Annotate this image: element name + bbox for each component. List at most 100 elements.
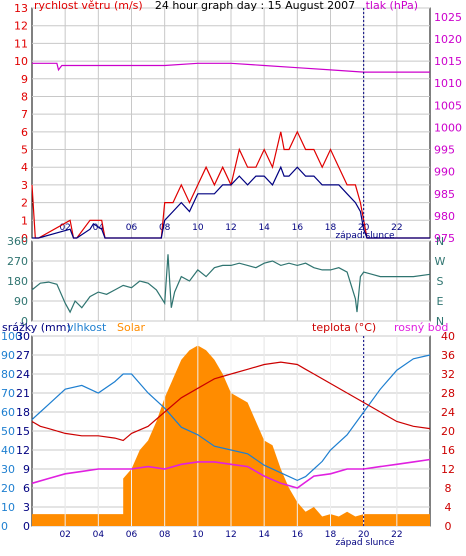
- temperature-tick: 24: [441, 406, 455, 419]
- compass-tick: N: [436, 235, 444, 248]
- pressure-tick: 1025: [434, 11, 462, 24]
- wind-time-tick: 04: [93, 223, 105, 233]
- solar-label: Solar: [117, 321, 146, 334]
- wind-time-tick: 02: [59, 223, 70, 233]
- rain-tick: 6: [23, 482, 30, 495]
- temperature-label: teplota (°C): [312, 321, 376, 334]
- wind-speed-tick: 9: [21, 73, 28, 86]
- pressure-label: tlak (hPa): [366, 0, 418, 12]
- humidity-tick: 60: [1, 406, 15, 419]
- temperature-tick: 4: [445, 501, 452, 514]
- wind-series: [31, 8, 430, 239]
- compass-tick: N: [436, 315, 444, 328]
- dew-point-label: rosný bod: [394, 321, 448, 334]
- wind-speed-tick: 11: [14, 37, 28, 50]
- temperature-tick: 40: [441, 330, 455, 343]
- temperature-tick: 20: [441, 425, 455, 438]
- wind-direction-line: [31, 254, 431, 314]
- temperature-tick: 0: [445, 520, 452, 533]
- wind-gust-line: [31, 130, 430, 239]
- wind-speed-tick: 12: [14, 20, 28, 33]
- chart-title: 24 hour graph day : 15 August 2007: [155, 0, 355, 12]
- temp-time-tick: 22: [391, 530, 402, 540]
- temperature-axis: 0 4 8 12 16 20 24 28 32 36 40: [441, 330, 455, 533]
- wind-speed-tick: 5: [21, 144, 28, 157]
- direction-degree-axis: 0 90 180 270 360: [7, 235, 28, 328]
- direction-degree-tick: 360: [7, 235, 28, 248]
- rain-tick: 0: [23, 520, 30, 533]
- temp-time-tick: 12: [225, 530, 236, 540]
- wind-speed-tick: 7: [21, 108, 28, 121]
- rain-tick: 24: [16, 368, 30, 381]
- pressure-tick: 975: [434, 232, 455, 245]
- humidity-tick: 70: [1, 387, 15, 400]
- wind-speed-tick: 6: [21, 126, 28, 139]
- wind-speed-tick: 0: [21, 232, 28, 245]
- temperature-tick: 28: [441, 387, 455, 400]
- wind-time-axis: 02 04 06 08 10 12 14 16 18 20 22: [59, 223, 402, 233]
- temp-time-tick: 16: [292, 530, 304, 540]
- direction-panel-grid: [32, 240, 430, 322]
- temp-time-axis: 02 04 06 08 10 12 14 16 18 20 22: [59, 530, 402, 540]
- sunset-label: západ slunce: [335, 231, 395, 241]
- dew_point-line: [31, 458, 431, 489]
- wind-speed-tick: 1: [21, 214, 28, 227]
- wind-speed-tick: 3: [21, 179, 28, 192]
- wind-speed-tick: 13: [14, 2, 28, 15]
- direction-degree-tick: 270: [7, 255, 28, 268]
- compass-tick: W: [435, 255, 446, 268]
- rain-tick: 21: [16, 387, 30, 400]
- wind-speed-tick: 4: [21, 161, 28, 174]
- wind-time-tick: 16: [292, 223, 304, 233]
- humidity-tick: 20: [1, 482, 15, 495]
- direction-degree-tick: 180: [7, 275, 28, 288]
- temperature-tick: 16: [441, 444, 455, 457]
- pressure-tick: 980: [434, 210, 455, 223]
- rain-tick: 12: [16, 444, 30, 457]
- humidity-tick: 0: [1, 520, 8, 533]
- wind-average-line: [32, 165, 430, 239]
- pressure-tick: 985: [434, 188, 455, 201]
- pressure-tick: 1000: [434, 121, 462, 134]
- rain-tick: 27: [16, 349, 30, 362]
- wind-speed-label: rychlost větru (m/s): [34, 0, 143, 12]
- pressure-tick: 1005: [434, 99, 462, 112]
- humidity-tick: 30: [1, 463, 15, 476]
- direction-series: [31, 254, 431, 314]
- temp-time-tick: 18: [325, 530, 337, 540]
- temperature-tick: 8: [445, 482, 452, 495]
- humidity-tick: 40: [1, 444, 15, 457]
- pressure-tick: 1015: [434, 55, 462, 68]
- humidity-tick: 50: [1, 425, 15, 438]
- temp-time-tick: 20: [358, 530, 370, 540]
- compass-tick: S: [437, 275, 444, 288]
- temp-time-tick: 08: [159, 530, 171, 540]
- pressure-tick: 1010: [434, 77, 462, 90]
- rain-tick: 15: [16, 425, 30, 438]
- temp-series: [31, 336, 431, 526]
- humidity-tick: 100: [1, 330, 22, 343]
- humidity-tick: 80: [1, 368, 15, 381]
- temperature-tick: 12: [441, 463, 455, 476]
- rain-tick: 30: [16, 330, 30, 343]
- temp-time-tick: 04: [93, 530, 105, 540]
- rain-axis: 0 3 6 9 12 15 18 21 24 27 30: [16, 330, 30, 533]
- pressure-tick: 1020: [434, 33, 462, 46]
- temp-time-tick: 14: [258, 530, 270, 540]
- temp-time-tick: 06: [126, 530, 138, 540]
- compass-tick: E: [437, 295, 444, 308]
- temperature-tick: 36: [441, 349, 455, 362]
- wind-time-tick: 06: [126, 223, 138, 233]
- temp-time-tick: 10: [192, 530, 204, 540]
- pressure-line: [32, 62, 430, 73]
- humidity-axis: 0 10 20 30 40 50 60 70 80 90 100: [1, 330, 22, 533]
- wind-speed-tick: 2: [21, 197, 28, 210]
- rain-tick: 3: [23, 501, 30, 514]
- rain-label: srážky (mm): [2, 321, 71, 334]
- wind-time-tick: 08: [159, 223, 171, 233]
- temperature-line: [31, 361, 431, 442]
